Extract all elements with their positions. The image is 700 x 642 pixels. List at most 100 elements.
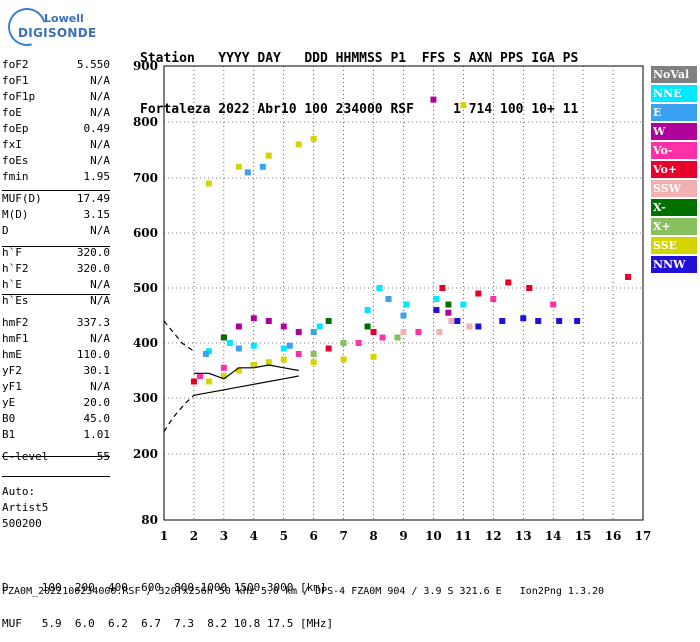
data-point-w: [265, 318, 272, 324]
param-value: 20.0: [83, 396, 111, 409]
x-tick-label: 5: [280, 529, 288, 543]
param-row: foEp 0.49: [2, 122, 110, 138]
data-point-vo-: [220, 364, 227, 371]
param-row: foEs N/A: [2, 154, 110, 170]
param-row: hmE 110.0: [2, 348, 110, 364]
header-labels: Station YYYY DAY DDD HHMMSS P1 FFS S AXN…: [140, 51, 579, 66]
x-tick-label: 14: [545, 529, 562, 543]
legend-item-vo-: Vo-: [651, 142, 697, 159]
legend-item-ssw: SSW: [651, 180, 697, 197]
x-tick-label: 11: [455, 529, 472, 543]
legend-item-noval: NoVal: [651, 66, 697, 83]
param-value: 30.1: [83, 364, 111, 377]
x-tick-label: 17: [635, 529, 652, 543]
data-point-e: [259, 163, 266, 170]
param-value: 110.0: [76, 348, 110, 361]
polarization-legend: NoVal NNE E W Vo- Vo+ SSW X- X+ SSE NNW: [651, 66, 697, 275]
x-tick-label: 7: [339, 529, 347, 543]
param-value: N/A: [90, 224, 110, 237]
data-point-sse: [265, 152, 272, 159]
data-point-sse: [295, 141, 302, 148]
data-point-e: [202, 351, 209, 357]
data-point-nne: [364, 307, 371, 313]
param-separator: [2, 294, 110, 295]
param-label: foF1: [2, 74, 29, 87]
data-point-x-: [325, 318, 332, 324]
param-row: h`Es N/A: [2, 294, 110, 310]
data-point-e: [244, 169, 251, 176]
param-row: foF1p N/A: [2, 90, 110, 106]
data-point-vo-: [355, 340, 362, 346]
data-point-nne: [316, 323, 323, 330]
data-point-vo-: [505, 279, 512, 286]
param-row: h`F 320.0: [2, 246, 110, 262]
data-point-w: [445, 309, 452, 316]
data-point-vo-: [490, 296, 497, 302]
data-point-w: [295, 329, 302, 335]
data-point-x-: [340, 340, 347, 346]
x-tick-label: 3: [220, 529, 228, 543]
data-point-vo-: [325, 345, 332, 352]
y-tick-label: 900: [133, 59, 158, 73]
auto-version: 500200: [2, 517, 42, 530]
data-point-sse: [235, 367, 242, 374]
y-tick-label: 500: [133, 281, 158, 295]
muf-distance-row: D 100 200 400 600 800 1000 1500 3000 [km…: [2, 581, 327, 594]
data-point-e: [310, 329, 317, 335]
x-tick-label: 4: [250, 529, 258, 543]
param-separator: [2, 476, 110, 477]
param-value: N/A: [90, 332, 110, 345]
param-label: h`Es: [2, 294, 29, 307]
data-point-sse: [340, 356, 347, 363]
data-point-nne: [280, 345, 287, 352]
y-tick-label: 300: [133, 391, 158, 405]
data-point-x-: [310, 351, 317, 357]
data-point-x-: [220, 334, 227, 341]
param-row: D N/A: [2, 224, 110, 240]
param-row: MUF(D) 17.49: [2, 192, 110, 208]
data-point-e: [400, 312, 407, 319]
data-point-sse: [220, 373, 227, 379]
param-label: hmF1: [2, 332, 29, 345]
data-point-vo-: [295, 351, 302, 357]
data-point-sse: [370, 353, 377, 360]
param-label: foEs: [2, 154, 29, 167]
param-row: B1 1.01: [2, 428, 110, 444]
param-value: N/A: [90, 294, 110, 307]
data-point-nnw: [520, 315, 527, 322]
x-tick-label: 15: [575, 529, 592, 543]
data-point-vo-: [379, 334, 386, 341]
data-point-x-: [394, 334, 401, 341]
param-label: fmin: [2, 170, 29, 183]
ionogram-plot: 1 2 3 4 5 6 7 8 9 10 11 12 13 14 15 16 17802003004005006…: [133, 59, 652, 543]
data-point-nne: [376, 285, 383, 291]
param-row: foF1 N/A: [2, 74, 110, 90]
data-point-vo-: [196, 373, 203, 379]
data-point-sse: [310, 359, 317, 366]
y-tick-label: 400: [133, 336, 158, 350]
param-label: h`F: [2, 246, 22, 259]
param-label: yF2: [2, 364, 22, 377]
param-label: yF1: [2, 380, 22, 393]
data-point-sse: [460, 102, 467, 109]
station-header: Station YYYY DAY DDD HHMMSS P1 FFS S AXN…: [140, 16, 578, 135]
param-value: 3.15: [83, 208, 111, 221]
data-point-nnw: [433, 307, 440, 313]
data-point-sse: [280, 356, 287, 363]
data-point-vo-: [439, 285, 446, 291]
param-value: N/A: [90, 154, 110, 167]
data-point-w: [235, 323, 242, 330]
param-label: h`E: [2, 278, 22, 291]
x-tick-label: 10: [425, 529, 442, 543]
param-separator: [2, 456, 110, 457]
data-point-x-: [364, 323, 371, 330]
data-point-x-: [445, 301, 452, 308]
profile-curve: [163, 320, 195, 352]
data-point-ssw: [466, 323, 473, 330]
param-value: N/A: [90, 278, 110, 291]
param-value: N/A: [90, 138, 110, 151]
data-point-e: [286, 342, 293, 349]
data-point-vo-: [475, 290, 482, 297]
profile-curve: [163, 394, 195, 432]
param-row: fmin 1.95: [2, 170, 110, 186]
